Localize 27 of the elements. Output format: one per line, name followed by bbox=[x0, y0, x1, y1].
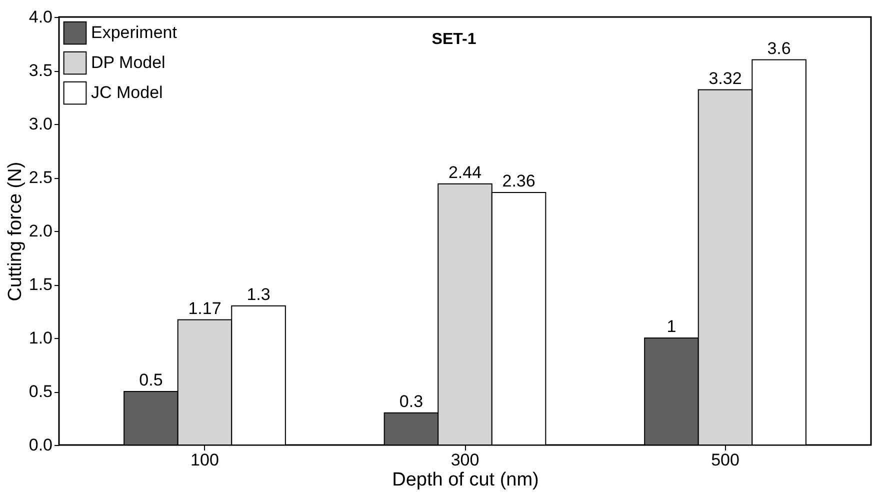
y-tick-label: 0.0 bbox=[28, 436, 52, 454]
data-label: 1 bbox=[666, 317, 676, 336]
x-tick-label: 500 bbox=[711, 450, 740, 470]
legend-label: JC Model bbox=[91, 83, 163, 102]
y-tick-label: 3.0 bbox=[28, 114, 52, 134]
annotation: SET-1 bbox=[432, 31, 476, 48]
x-tick-label: 100 bbox=[190, 450, 219, 470]
x-axis-title: Depth of cut (nm) bbox=[392, 470, 539, 490]
data-label: 3.32 bbox=[708, 68, 742, 88]
data-label: 2.44 bbox=[448, 162, 482, 182]
y-tick-label: 1.5 bbox=[28, 275, 52, 294]
data-label: 1.3 bbox=[246, 284, 270, 304]
y-tick-label: 1.0 bbox=[28, 328, 52, 348]
data-label: 0.3 bbox=[399, 392, 424, 411]
data-label: 1.17 bbox=[188, 298, 222, 318]
y-tick-label: 3.5 bbox=[28, 61, 52, 80]
data-label: 0.5 bbox=[139, 370, 163, 390]
legend-label: DP Model bbox=[91, 53, 166, 72]
data-label: 2.36 bbox=[502, 171, 536, 190]
x-tick-label: 300 bbox=[450, 450, 480, 470]
y-tick-label: 4.0 bbox=[28, 8, 52, 26]
y-tick-label: 2.5 bbox=[28, 168, 52, 187]
y-axis-title: Cutting force (N) bbox=[4, 162, 26, 302]
data-label: 3.6 bbox=[767, 38, 791, 58]
y-tick-label: 0.5 bbox=[28, 382, 52, 401]
y-tick-label: 2.0 bbox=[28, 222, 52, 240]
legend-label: Experiment bbox=[91, 23, 178, 42]
